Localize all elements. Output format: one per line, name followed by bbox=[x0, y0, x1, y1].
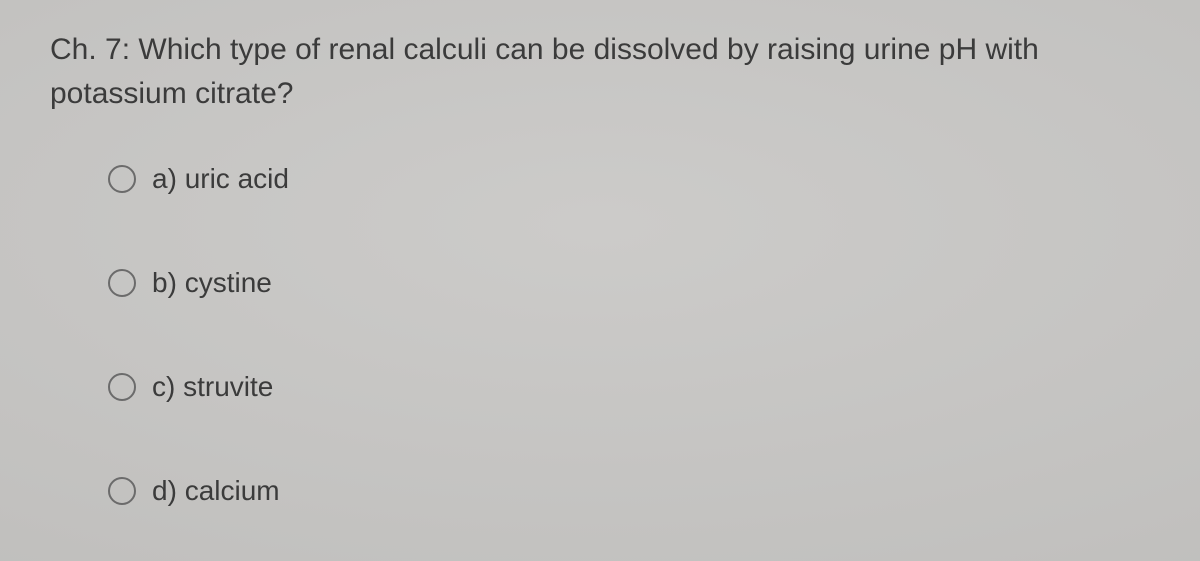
option-a[interactable]: a) uric acid bbox=[108, 163, 1150, 195]
option-letter: c) bbox=[152, 371, 175, 402]
option-label: d) calcium bbox=[152, 475, 280, 507]
radio-icon[interactable] bbox=[108, 373, 136, 401]
option-label: c) struvite bbox=[152, 371, 273, 403]
option-label: b) cystine bbox=[152, 267, 272, 299]
option-text: cystine bbox=[185, 267, 272, 298]
option-letter: b) bbox=[152, 267, 177, 298]
option-letter: a) bbox=[152, 163, 177, 194]
option-text: uric acid bbox=[185, 163, 289, 194]
option-label: a) uric acid bbox=[152, 163, 289, 195]
option-c[interactable]: c) struvite bbox=[108, 371, 1150, 403]
option-letter: d) bbox=[152, 475, 177, 506]
radio-icon[interactable] bbox=[108, 477, 136, 505]
radio-icon[interactable] bbox=[108, 165, 136, 193]
option-text: struvite bbox=[183, 371, 273, 402]
option-b[interactable]: b) cystine bbox=[108, 267, 1150, 299]
radio-icon[interactable] bbox=[108, 269, 136, 297]
option-d[interactable]: d) calcium bbox=[108, 475, 1150, 507]
option-text: calcium bbox=[185, 475, 280, 506]
question-text: Ch. 7: Which type of renal calculi can b… bbox=[50, 28, 1150, 115]
options-group: a) uric acid b) cystine c) struvite d) c… bbox=[50, 163, 1150, 507]
